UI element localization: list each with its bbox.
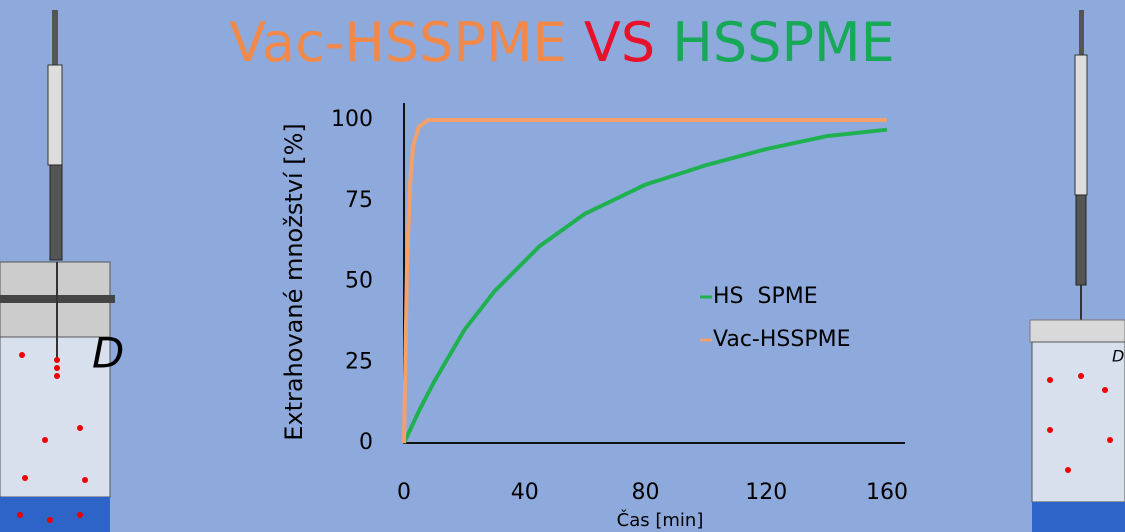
slide: D D Vac-HSSPME VS HSSPME Extrahované mno… (0, 0, 1125, 532)
title-part: Vac-HSSPME (229, 11, 566, 74)
x-tick-label: 160 (866, 480, 908, 505)
y-tick-label: 100 (331, 107, 373, 132)
x-tick-label: 40 (511, 480, 539, 505)
y-tick-label: 75 (345, 188, 373, 213)
annotation: D (1112, 347, 1124, 366)
x-axis-label: Čas [min] (617, 509, 704, 531)
page: {"chart_data":{"type":"line", "title_par… (0, 0, 1125, 532)
legend-label: HS SPME (713, 284, 818, 309)
legend-label: Vac-HSSPME (713, 327, 850, 352)
y-tick-label: 50 (345, 269, 373, 294)
x-tick-label: 120 (745, 480, 787, 505)
title-part: VS (584, 11, 655, 74)
y-axis-label: Extrahované množství [%] (280, 123, 308, 441)
right-vial (1030, 10, 1125, 532)
x-tick-label: 80 (632, 480, 660, 505)
left-vial (0, 10, 115, 532)
y-tick-label: 25 (345, 349, 373, 374)
series-line (404, 120, 887, 443)
title-part: HSSPME (672, 11, 894, 74)
x-tick-label: 0 (397, 480, 411, 505)
title: Vac-HSSPME VS HSSPME (229, 11, 894, 74)
y-tick-label: 0 (359, 430, 373, 455)
annotation: D (92, 329, 124, 378)
